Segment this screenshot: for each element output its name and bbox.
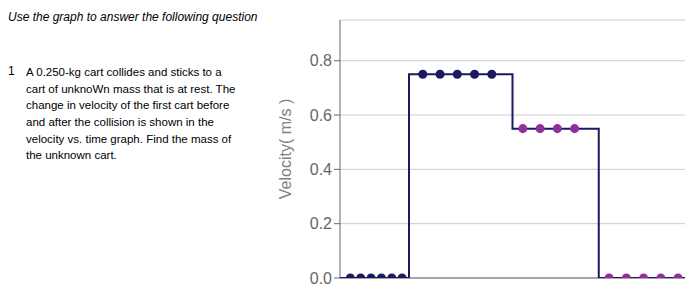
svg-text:0.2: 0.2	[310, 215, 332, 232]
html-text:Use the graph to answer the fo: Use the graph to answer the following qu…	[8, 10, 258, 24]
html-text:1: 1	[8, 64, 15, 78]
svg-text:0.6: 0.6	[310, 107, 332, 124]
svg-text:Velocity( m/s ): Velocity( m/s )	[277, 99, 294, 199]
svg-text:0.8: 0.8	[310, 52, 332, 69]
svg-text:0.4: 0.4	[310, 161, 332, 178]
html-text:A 0.250-kg cart collides and s: A 0.250-kg cart collides and sticks to a…	[26, 66, 236, 162]
svg-text:0.0: 0.0	[310, 270, 332, 287]
